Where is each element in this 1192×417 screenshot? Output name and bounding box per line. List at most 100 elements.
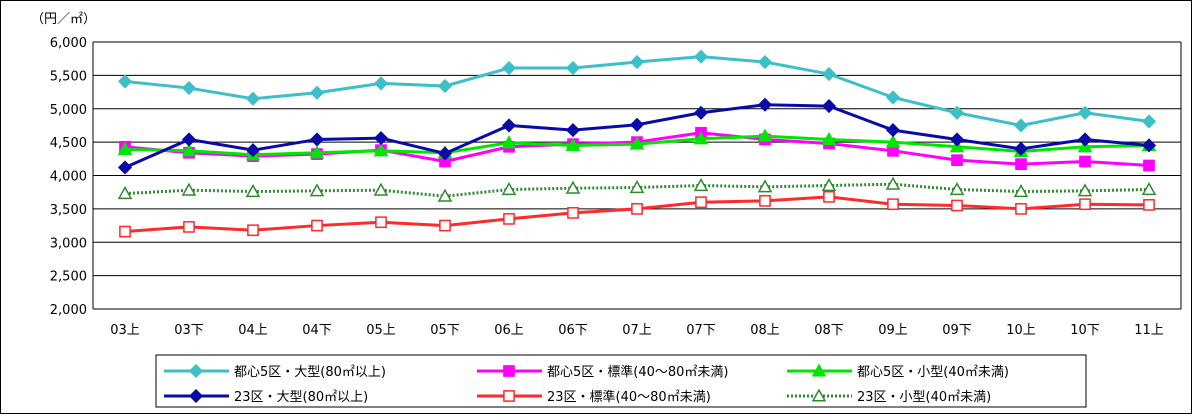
legend-item: 23区・大型(80㎡以上) [164,388,368,405]
data-point [1015,158,1027,171]
series-6 [117,176,1157,202]
data-point [1077,132,1093,147]
data-point [245,183,261,198]
data-point [373,143,389,157]
data-point [821,99,837,114]
data-point [117,141,133,156]
y-tick-label: 6,000 [50,36,87,51]
data-point [375,216,387,229]
x-tick-label: 09下 [942,323,972,338]
data-point [373,182,389,196]
legend-label: 都心5区・小型(40㎡未満) [857,365,1009,380]
data-point [949,181,965,196]
data-point [1079,155,1091,168]
x-tick-label: 03上 [110,323,140,338]
y-tick-label: 5,500 [50,69,87,84]
data-point [629,117,645,132]
data-point [951,154,963,166]
data-point [885,134,901,148]
data-point [1141,114,1157,129]
legend-label: 23区・小型(40㎡未満) [857,390,991,405]
legend-box [155,354,1087,408]
legend-swatch-marker [188,388,204,404]
y-axis-ticks: 2,000 2,500 3,000 3,500 4,000 4,500 5,000 5,500… [50,36,87,318]
legend-item: 23区・小型(40㎡未満) [787,388,991,405]
y-tick-label: 4,500 [50,136,87,151]
data-point [181,182,197,196]
y-tick-label: 3,500 [50,203,87,218]
data-point [1077,105,1093,120]
data-point [119,225,131,238]
data-point [693,177,709,192]
data-point [693,49,709,64]
data-point [117,74,133,89]
data-point [757,179,773,193]
data-point [565,137,581,152]
data-point [373,131,389,146]
data-point [1077,183,1093,197]
data-point [437,78,453,94]
data-point [437,188,453,202]
data-point [757,128,773,142]
gridlines [92,41,1182,310]
x-tick-label: 11上 [1134,323,1164,338]
x-axis-ticks: 03上 03下 04上 04下 05上 05下 06上 06下 07上 07下 08上 08下 09上 0… [110,323,1164,338]
data-point [1141,181,1157,196]
data-point [181,143,197,157]
y-axis-unit-label: （円／㎡） [31,12,96,27]
series-group [117,49,1157,238]
data-point [887,198,899,211]
data-point [501,60,517,76]
data-point [821,131,837,146]
series-4 [117,97,1157,175]
x-tick-label: 04上 [238,323,268,338]
data-point [309,183,325,197]
data-point [1015,203,1027,215]
data-point [373,76,389,91]
legend-item: 都心5区・標準(40～80㎡未満) [477,364,729,380]
data-point [885,176,901,190]
data-point [823,191,835,203]
data-point [565,180,581,194]
x-tick-label: 05下 [430,323,460,338]
legend-item: 都心5区・小型(40㎡未満) [787,363,1009,380]
data-point [247,224,259,237]
data-point [503,213,515,225]
data-point [245,143,261,158]
legend-label: 都心5区・標準(40～80㎡未満) [547,364,729,380]
data-point [1013,118,1029,133]
data-point [501,135,517,149]
data-point [245,91,261,106]
data-point [629,136,645,150]
y-tick-label: 3,000 [50,236,87,251]
data-point [501,181,517,196]
series-line [124,103,1150,169]
x-tick-label: 07上 [622,323,652,338]
x-tick-label: 08下 [814,323,844,338]
y-tick-label: 2,500 [50,270,87,285]
legend-swatch-marker [188,363,204,379]
data-point [1013,183,1029,198]
y-tick-label: 4,000 [50,170,87,185]
data-point [757,97,773,112]
data-point [309,85,325,100]
data-point [437,146,453,161]
data-point [949,132,965,147]
data-point [885,90,901,105]
y-tick-label: 2,000 [50,303,87,318]
x-tick-label: 06下 [558,323,588,338]
data-point [693,131,709,145]
data-point [1013,141,1029,156]
data-point [501,118,517,133]
data-point [631,203,643,215]
legend: 都心5区・大型(80㎡以上) 都心5区・標準(40～80㎡未満) 都心5区・小型(4… [164,363,1009,405]
data-point [117,185,133,200]
x-tick-label: 07下 [686,323,716,338]
data-point [1143,199,1155,211]
data-point [695,196,707,209]
data-point [951,199,963,212]
data-point [1141,138,1157,153]
data-point [311,219,323,232]
series-1 [117,49,1157,133]
